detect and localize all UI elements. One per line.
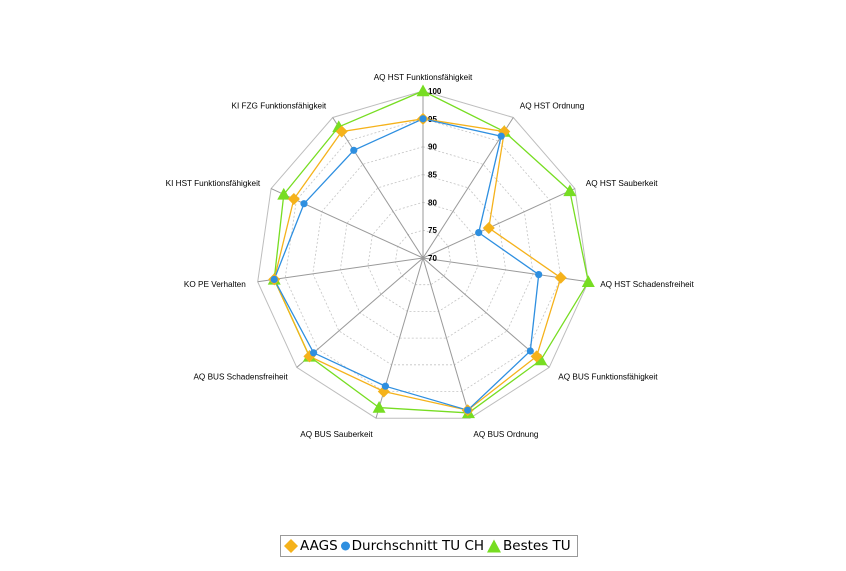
data-point-triangle — [416, 84, 430, 97]
grid-ring — [394, 229, 452, 286]
data-point-circle — [464, 406, 472, 414]
data-point-triangle — [581, 275, 595, 287]
data-point-circle — [350, 146, 358, 154]
category-label: AQ BUS Schadensfreiheit — [193, 373, 288, 382]
radar-spokes — [257, 91, 589, 419]
spoke-line — [422, 188, 576, 259]
series-line — [273, 90, 589, 414]
legend-item-durchschnitt: Durchschnitt TU CH — [340, 538, 484, 554]
chart-legend: AAGS Durchschnitt TU CH Bestes TU — [280, 535, 578, 557]
legend-item-aags: AAGS — [283, 538, 338, 554]
tick-label: 75 — [428, 226, 437, 235]
spoke-line — [332, 117, 424, 259]
data-point-circle — [381, 382, 389, 390]
grid-ring-outer — [257, 90, 589, 419]
data-point-circle — [526, 347, 534, 355]
tick-label: 85 — [428, 171, 437, 180]
data-point-circle — [270, 275, 278, 283]
data-point-circle — [535, 271, 543, 279]
data-point-circle — [310, 349, 318, 357]
radial-tick-labels: 70 75 80 85 90 95 100 — [428, 87, 442, 263]
legend-label: AAGS — [300, 538, 338, 554]
data-point-diamond — [482, 221, 495, 234]
spoke-line — [422, 117, 514, 259]
category-label: AQ HST Funktionsfähigkeit — [374, 73, 473, 82]
data-point-diamond — [530, 350, 543, 363]
data-point-circle — [475, 229, 483, 237]
tick-label: 90 — [428, 143, 437, 152]
spoke-line — [296, 257, 424, 368]
data-point-triangle — [277, 187, 291, 200]
tick-label: 100 — [428, 87, 442, 96]
category-label: AQ HST Schadensfreiheit — [600, 280, 694, 289]
category-label: AQ BUS Sauberkeit — [300, 430, 373, 439]
category-label: AQ HST Ordnung — [520, 102, 585, 111]
data-point-diamond — [287, 193, 300, 206]
legend-label: Bestes TU — [503, 538, 571, 554]
diamond-marker-icon — [284, 539, 298, 553]
category-label: AQ BUS Funktionsfähigkeit — [558, 373, 658, 382]
data-point-circle — [300, 200, 308, 208]
data-point-diamond — [335, 125, 348, 138]
triangle-marker-icon — [487, 539, 502, 553]
data-point-triangle — [372, 401, 386, 413]
data-point-triangle — [563, 184, 577, 197]
grid-ring — [367, 201, 479, 312]
category-label: AQ BUS Ordnung — [473, 430, 539, 439]
category-label: AQ HST Sauberkeit — [586, 179, 658, 188]
legend-label: Durchschnitt TU CH — [351, 538, 485, 554]
data-point-diamond — [554, 271, 567, 284]
legend-item-bestes-tu: Bestes TU — [486, 538, 571, 554]
tick-label: 95 — [428, 115, 437, 124]
category-labels: AQ HST Funktionsfähigkeit AQ HST Ordnung A… — [166, 73, 695, 439]
data-point-circle — [419, 115, 427, 123]
spoke-line — [257, 257, 424, 283]
radar-grid — [257, 90, 589, 419]
data-series — [267, 84, 595, 419]
circle-marker-icon — [340, 541, 350, 551]
spoke-line — [422, 257, 471, 419]
data-point-triangle — [534, 353, 548, 366]
category-label: KI FZG Funktionsfähigkeit — [232, 102, 327, 111]
category-label: KO PE Verhalten — [184, 280, 246, 289]
category-label: KI HST Funktionsfähigkeit — [166, 179, 261, 188]
series-line — [273, 118, 540, 411]
tick-label: 70 — [428, 254, 437, 263]
series-line — [273, 118, 562, 411]
tick-label: 80 — [428, 198, 437, 207]
data-point-circle — [497, 132, 505, 140]
grid-ring — [312, 146, 534, 366]
